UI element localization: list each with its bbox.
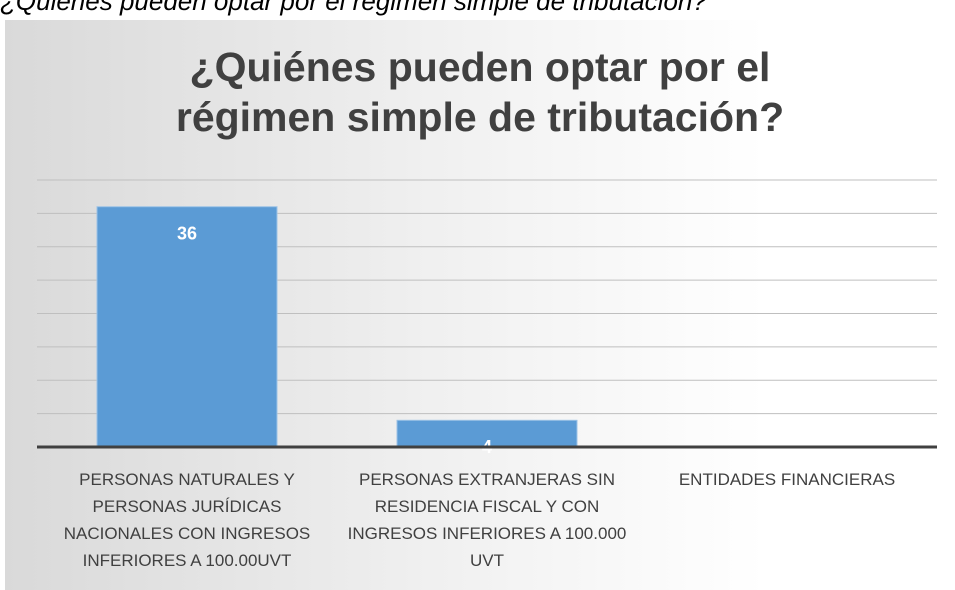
- x-tick-label: PERSONAS NATURALES Y PERSONAS JURÍDICAS …: [63, 470, 311, 570]
- x-tick-label: PERSONAS EXTRANJERAS SIN RESIDENCIA FISC…: [347, 470, 627, 570]
- value-label: 36: [177, 223, 197, 243]
- caption: ¿Quiénes pueden optar por el régimen sim…: [0, 0, 707, 16]
- x-tick-label: ENTIDADES FINANCIERAS: [678, 470, 896, 489]
- chart-title: ¿Quiénes pueden optar por el régimen sim…: [175, 44, 785, 140]
- bar: [396, 419, 578, 448]
- value-label: 0: [782, 464, 792, 484]
- bar: [96, 206, 278, 448]
